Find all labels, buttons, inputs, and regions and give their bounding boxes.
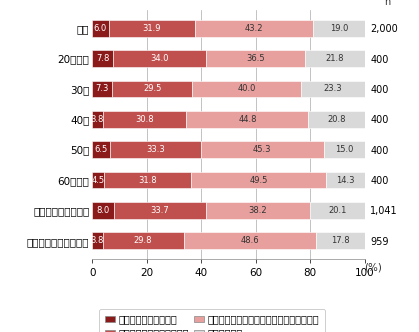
Bar xyxy=(324,141,365,158)
Text: 17.8: 17.8 xyxy=(331,236,349,245)
Text: 7.3: 7.3 xyxy=(96,84,109,93)
Text: 45.3: 45.3 xyxy=(253,145,272,154)
Bar xyxy=(192,81,301,97)
Text: 8.0: 8.0 xyxy=(96,206,110,215)
Text: 20.1: 20.1 xyxy=(328,206,347,215)
Bar xyxy=(92,141,110,158)
Bar xyxy=(326,172,365,188)
Bar xyxy=(104,172,191,188)
Bar xyxy=(114,202,206,219)
Bar xyxy=(103,232,184,249)
Bar xyxy=(195,20,313,37)
Bar xyxy=(92,232,103,249)
Bar xyxy=(109,20,195,37)
Bar xyxy=(186,111,308,127)
Text: 14.3: 14.3 xyxy=(336,176,354,185)
Legend: 内容をよく知っている, 内容をある程度知っている, 聞いたことはあるが内容はよくわからない, 全く知らない: 内容をよく知っている, 内容をある程度知っている, 聞いたことはあるが内容はよく… xyxy=(99,309,325,332)
Text: 6.0: 6.0 xyxy=(94,24,107,33)
Text: 36.5: 36.5 xyxy=(246,54,265,63)
Text: 23.3: 23.3 xyxy=(324,84,342,93)
Bar xyxy=(310,202,365,219)
Bar xyxy=(92,202,114,219)
Text: 4.5: 4.5 xyxy=(92,176,105,185)
Text: 31.9: 31.9 xyxy=(143,24,161,33)
Text: 49.5: 49.5 xyxy=(249,176,268,185)
Bar xyxy=(112,81,192,97)
Text: 21.8: 21.8 xyxy=(326,54,344,63)
Bar xyxy=(305,50,365,67)
Text: 33.7: 33.7 xyxy=(150,206,169,215)
Text: 30.8: 30.8 xyxy=(135,115,154,124)
Text: 3.8: 3.8 xyxy=(91,236,104,245)
Text: 43.2: 43.2 xyxy=(245,24,264,33)
Text: 33.3: 33.3 xyxy=(146,145,165,154)
Bar xyxy=(308,111,365,127)
Bar xyxy=(313,20,365,37)
Bar xyxy=(103,111,186,127)
Text: 29.8: 29.8 xyxy=(134,236,153,245)
Text: 31.8: 31.8 xyxy=(138,176,157,185)
Bar xyxy=(316,232,365,249)
Bar xyxy=(184,232,316,249)
Bar xyxy=(92,81,112,97)
Bar xyxy=(110,141,201,158)
Bar xyxy=(191,172,326,188)
Bar xyxy=(92,111,103,127)
Bar xyxy=(206,202,310,219)
Text: 3.8: 3.8 xyxy=(91,115,104,124)
Text: 40.0: 40.0 xyxy=(238,84,256,93)
Bar xyxy=(92,50,114,67)
Text: 29.5: 29.5 xyxy=(143,84,161,93)
Bar xyxy=(92,20,109,37)
Bar xyxy=(206,50,305,67)
Bar xyxy=(201,141,324,158)
Bar xyxy=(301,81,365,97)
Text: 44.8: 44.8 xyxy=(238,115,257,124)
Text: n: n xyxy=(385,0,391,8)
Text: (%): (%) xyxy=(365,263,383,273)
Text: 6.5: 6.5 xyxy=(94,145,108,154)
Text: 48.6: 48.6 xyxy=(241,236,259,245)
Text: 19.0: 19.0 xyxy=(330,24,348,33)
Text: 34.0: 34.0 xyxy=(150,54,169,63)
Text: 38.2: 38.2 xyxy=(248,206,267,215)
Bar xyxy=(114,50,206,67)
Text: 15.0: 15.0 xyxy=(335,145,354,154)
Text: 20.8: 20.8 xyxy=(328,115,346,124)
Bar xyxy=(92,172,104,188)
Text: 7.8: 7.8 xyxy=(96,54,109,63)
